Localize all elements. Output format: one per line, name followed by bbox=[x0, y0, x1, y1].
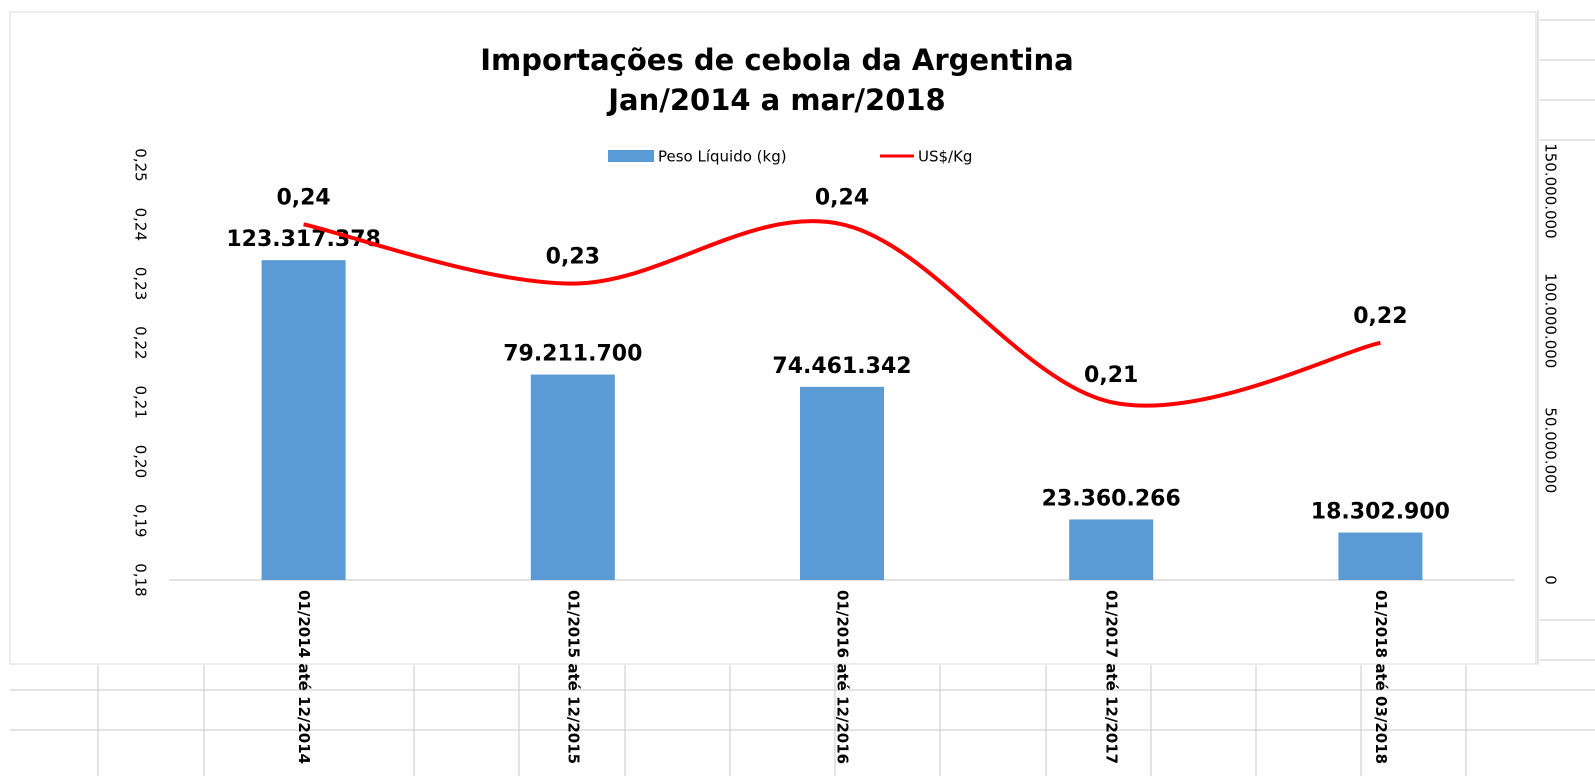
bar-value-label: 23.360.266 bbox=[1042, 486, 1181, 511]
bar-value-label: 79.211.700 bbox=[503, 342, 642, 367]
y-tick-label: 0,22 bbox=[132, 326, 150, 359]
x-tick-label: 01/2016 até 12/2016 bbox=[834, 590, 852, 764]
chart-title: Importações de cebola da Argentina bbox=[480, 43, 1074, 77]
spreadsheet-grid bbox=[10, 10, 1595, 776]
line bbox=[303, 219, 1381, 408]
y2-tick-label: 50.000.000 bbox=[1542, 407, 1560, 493]
y-tick-label: 0,23 bbox=[132, 267, 150, 300]
y-tick-label: 0,24 bbox=[132, 208, 150, 241]
y2-tick-label: 0 bbox=[1542, 575, 1560, 585]
bar bbox=[530, 374, 615, 580]
y-tick-label: 0,21 bbox=[132, 385, 150, 418]
line-value-label: 0,24 bbox=[276, 185, 330, 210]
chart-subtitle: Jan/2014 a mar/2018 bbox=[606, 83, 945, 117]
y2-tick-label: 100.000.000 bbox=[1542, 273, 1560, 368]
y-tick-label: 0,19 bbox=[132, 504, 150, 537]
legend-label: US$/Kg bbox=[918, 148, 972, 166]
bar bbox=[261, 260, 346, 580]
x-tick-label: 01/2017 até 12/2017 bbox=[1103, 590, 1121, 764]
bar bbox=[1338, 532, 1423, 580]
line-value-label: 0,22 bbox=[1353, 304, 1407, 329]
bar-value-label: 74.461.342 bbox=[772, 354, 911, 379]
x-tick-label: 01/2015 até 12/2015 bbox=[564, 590, 582, 764]
bar bbox=[1069, 519, 1154, 580]
y-tick-label: 0,25 bbox=[132, 148, 150, 181]
y-tick-label: 0,18 bbox=[132, 563, 150, 596]
line-value-label: 0,24 bbox=[815, 185, 869, 210]
x-tick-label: 01/2018 até 03/2018 bbox=[1372, 590, 1390, 764]
y2-tick-label: 150.000.000 bbox=[1542, 143, 1560, 238]
y-tick-label: 0,20 bbox=[132, 445, 150, 478]
legend-swatch bbox=[608, 150, 654, 162]
line-value-label: 0,23 bbox=[546, 245, 600, 270]
bar bbox=[800, 386, 884, 580]
bar-value-label: 18.302.900 bbox=[1311, 500, 1450, 525]
legend-label: Peso Líquido (kg) bbox=[658, 148, 787, 166]
line-value-label: 0,21 bbox=[1084, 363, 1138, 388]
x-tick-label: 01/2014 até 12/2014 bbox=[295, 590, 313, 764]
